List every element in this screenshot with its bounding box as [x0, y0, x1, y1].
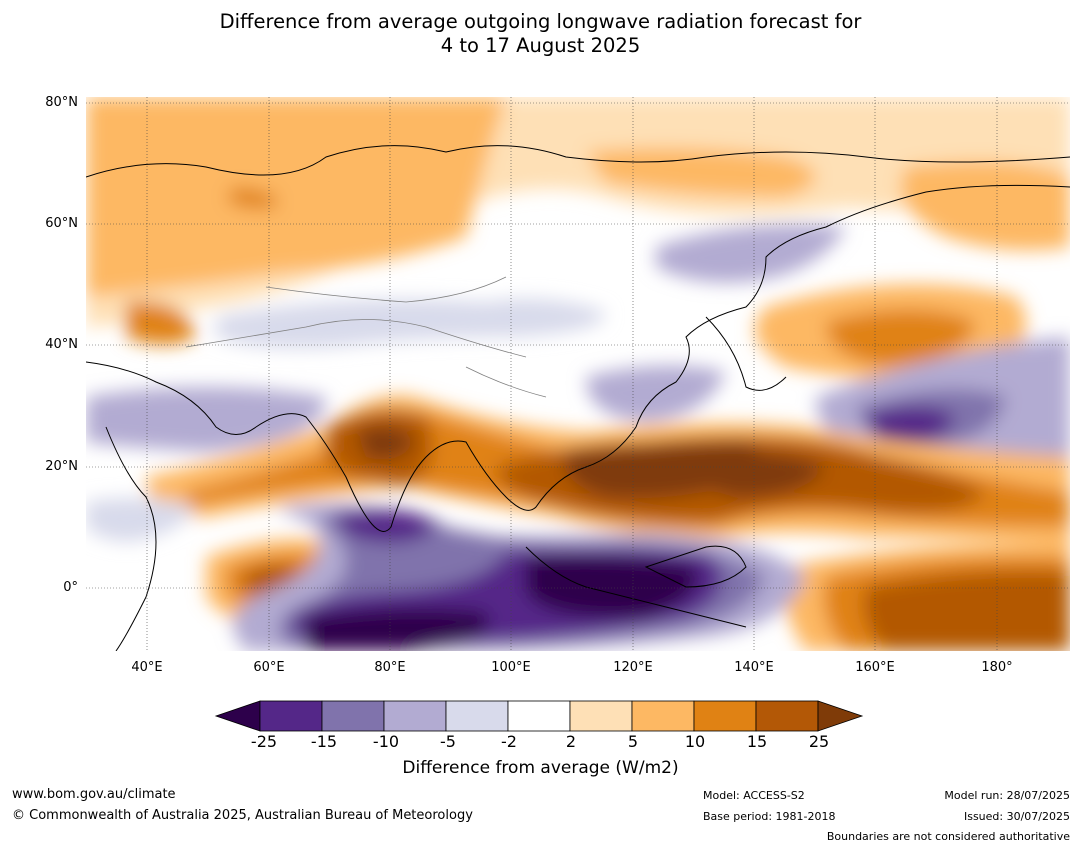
- lat-label-80n: 80°N: [45, 95, 78, 110]
- lon-label-60e: 60°E: [253, 660, 285, 675]
- lat-label-0: 0°: [63, 580, 78, 595]
- colorbar-segment: [259, 700, 323, 732]
- coastlines: [86, 145, 1070, 651]
- colorbar-max-arrow: [817, 700, 864, 732]
- lon-label-100e: 100°E: [491, 660, 531, 675]
- colorbar-segment: [321, 700, 385, 732]
- colorbar-tick: 5: [627, 732, 639, 751]
- map-title-line2: 4 to 17 August 2025: [440, 34, 641, 57]
- colorbar-segment: [693, 700, 757, 732]
- lon-label-160e: 160°E: [855, 660, 895, 675]
- colorbar-segment: [445, 700, 509, 732]
- colorbar-tick: -10: [372, 732, 400, 751]
- colorbar-tick: -15: [310, 732, 338, 751]
- colorbar: [214, 700, 864, 732]
- issued-date: Issued: 30/07/2025: [963, 810, 1070, 823]
- colorbar-title: Difference from average (W/m2): [402, 758, 679, 778]
- colorbar-tick: -5: [440, 732, 456, 751]
- country-borders: [185, 276, 547, 398]
- colorbar-min-arrow: [214, 700, 261, 732]
- map-title-line1: Difference from average outgoing longwav…: [219, 10, 862, 33]
- lat-label-20n: 20°N: [45, 459, 78, 474]
- colorbar-tick: 10: [684, 732, 706, 751]
- model-run-date: Model run: 28/07/2025: [944, 789, 1070, 802]
- base-period: Base period: 1981-2018: [703, 810, 836, 823]
- colorbar-tick: 15: [746, 732, 768, 751]
- model-name: Model: ACCESS-S2: [703, 789, 805, 802]
- lat-label-40n: 40°N: [45, 337, 78, 352]
- colorbar-segment: [755, 700, 819, 732]
- lon-label-80e: 80°E: [374, 660, 406, 675]
- colorbar-tick: 2: [565, 732, 577, 751]
- lon-label-180: 180°: [981, 660, 1013, 675]
- anomaly-field: [86, 97, 1070, 651]
- colorbar-tick: -2: [501, 732, 517, 751]
- olr-anomaly-map: [86, 97, 1070, 651]
- colorbar-segment: [569, 700, 633, 732]
- lon-label-140e: 140°E: [734, 660, 774, 675]
- lat-label-60n: 60°N: [45, 216, 78, 231]
- colorbar-segment: [383, 700, 447, 732]
- colorbar-segment: [631, 700, 695, 732]
- lon-label-120e: 120°E: [613, 660, 653, 675]
- graticule: [86, 97, 1070, 651]
- copyright-text: © Commonwealth of Australia 2025, Austra…: [12, 808, 473, 823]
- colorbar-tick: 25: [808, 732, 830, 751]
- website-link[interactable]: www.bom.gov.au/climate: [12, 787, 176, 802]
- lon-label-40e: 40°E: [131, 660, 163, 675]
- colorbar-segment: [507, 700, 571, 732]
- boundaries-disclaimer: Boundaries are not considered authoritat…: [826, 830, 1070, 843]
- colorbar-tick: -25: [250, 732, 278, 751]
